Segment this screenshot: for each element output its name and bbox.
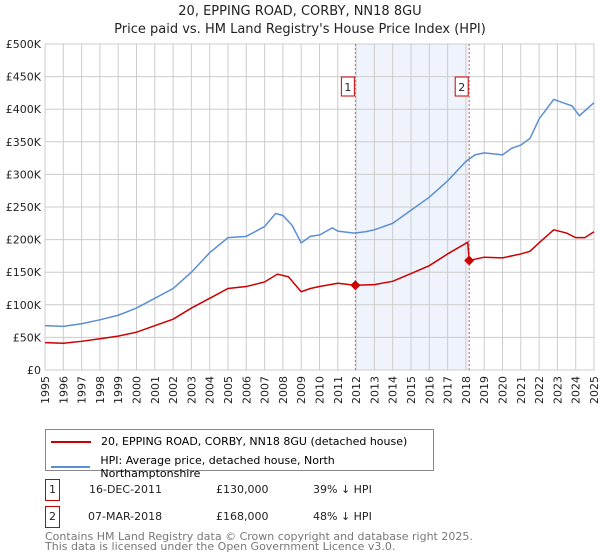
x-tick-label: 2021: [515, 376, 528, 404]
legend-label: 20, EPPING ROAD, CORBY, NN18 8GU (detach…: [101, 435, 408, 448]
y-tick-label: £500K: [6, 38, 42, 51]
marker-badge: [454, 76, 469, 97]
x-tick-label: 2015: [405, 376, 418, 404]
transaction-row: 2 07-MAR-2018 £168,000 48% ↓ HPI: [45, 506, 445, 528]
footer-copyright: Contains HM Land Registry data © Crown c…: [45, 530, 473, 543]
x-tick-label: 2003: [185, 376, 198, 404]
x-tick-label: 2023: [551, 376, 564, 404]
footer-licence: This data is licensed under the Open Gov…: [45, 540, 396, 553]
chart-title: 20, EPPING ROAD, CORBY, NN18 8GU: [178, 4, 422, 19]
y-tick-label: £350K: [6, 136, 42, 149]
x-tick-label: 2025: [588, 376, 600, 404]
marker-badge-label: 1: [344, 81, 351, 94]
x-tick-label: 2017: [442, 376, 455, 404]
x-tick-label: 2010: [314, 376, 327, 404]
y-tick-label: £250K: [6, 201, 42, 214]
x-tick-label: 2022: [533, 376, 546, 404]
transaction-price: £130,000: [216, 483, 269, 496]
x-tick-label: 1998: [94, 376, 107, 404]
x-tick-label: 2013: [368, 376, 381, 404]
legend-item-property: 20, EPPING ROAD, CORBY, NN18 8GU (detach…: [51, 435, 407, 448]
x-tick-label: 2002: [167, 376, 180, 404]
transaction-badge: 2: [45, 506, 60, 528]
transaction-price: £168,000: [216, 510, 269, 523]
x-tick-label: 2018: [460, 376, 473, 404]
y-tick-label: £50K: [13, 331, 42, 344]
x-tick-label: 2020: [497, 376, 510, 404]
price-chart: 1995 1996 1997 1998 1999 2000 2001 2002 2003 2004…: [6, 38, 600, 404]
x-tick-label: 1995: [39, 376, 52, 404]
sale-point: [464, 255, 475, 266]
y-tick-label: £450K: [6, 71, 42, 84]
x-tick-label: 2016: [423, 376, 436, 404]
transaction-row: 1 16-DEC-2011 £130,000 39% ↓ HPI: [45, 479, 445, 501]
chart-subtitle: Price paid vs. HM Land Registry's House …: [114, 22, 486, 37]
x-tick-label: 2024: [570, 376, 583, 404]
x-tick-label: 1999: [112, 376, 125, 404]
x-tick-label: 2012: [350, 376, 363, 404]
transaction-hpi: 48% ↓ HPI: [313, 510, 372, 523]
y-tick-label: £300K: [6, 168, 42, 181]
marker-badge: [340, 76, 355, 97]
transaction-hpi: 39% ↓ HPI: [313, 483, 372, 496]
transaction-badge: 1: [45, 479, 60, 501]
legend-label: HPI: Average price, detached house, Nort…: [100, 454, 335, 480]
x-tick-label: 1997: [76, 376, 89, 404]
property-price-line: [44, 228, 595, 345]
transaction-date: 16-DEC-2011: [89, 483, 163, 496]
sale-point: [350, 280, 361, 291]
x-tick-label: 2006: [240, 376, 253, 404]
y-tick-label: £100K: [6, 299, 42, 312]
blue-line-swatch: [51, 466, 91, 468]
marker-badge-label: 2: [458, 81, 465, 94]
x-tick-label: 2014: [387, 376, 400, 404]
x-tick-label: 2001: [149, 376, 162, 404]
hpi-line: [44, 98, 595, 328]
y-tick-label: £200K: [6, 234, 42, 247]
x-tick-label: 1996: [57, 376, 70, 404]
x-tick-label: 2009: [295, 376, 308, 404]
x-tick-label: 2019: [478, 376, 491, 404]
y-tick-label: £0: [27, 364, 41, 377]
y-tick-label: £150K: [6, 266, 42, 279]
x-tick-label: 2000: [131, 376, 144, 404]
x-tick-label: 2011: [332, 376, 345, 404]
x-tick-label: 2008: [277, 376, 290, 404]
x-tick-label: 2005: [222, 376, 235, 404]
legend: 20, EPPING ROAD, CORBY, NN18 8GU (detach…: [45, 429, 434, 480]
legend-item-hpi: HPI: Average price, detached house, Nort…: [51, 454, 433, 480]
transaction-date: 07-MAR-2018: [88, 510, 163, 523]
x-tick-label: 2004: [204, 376, 217, 404]
red-line-swatch: [51, 440, 91, 443]
x-tick-label: 2007: [259, 376, 272, 404]
y-tick-label: £400K: [6, 103, 42, 116]
